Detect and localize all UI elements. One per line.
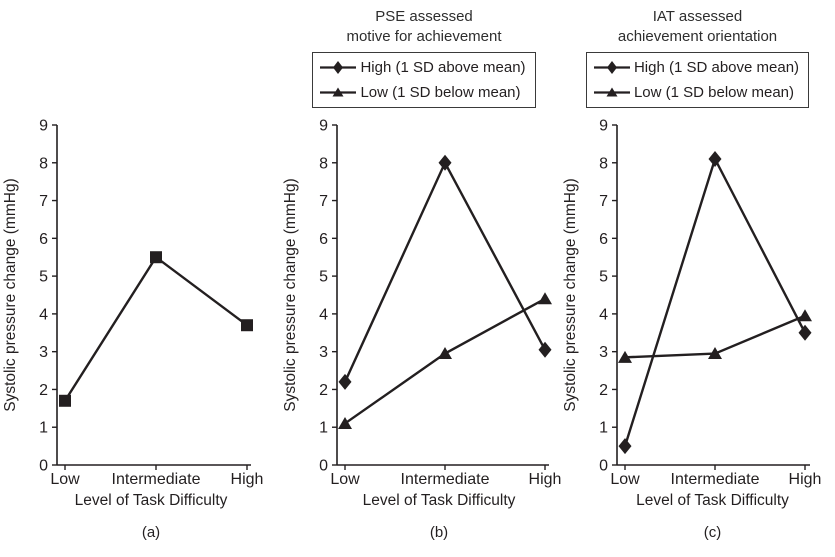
legend-item-low: Low (1 SD below mean): [319, 80, 525, 105]
y-tick-label: 1: [39, 420, 48, 437]
y-tick-label: 9: [599, 118, 608, 135]
y-tick-label: 8: [599, 155, 608, 172]
triangle-marker-icon: [320, 87, 357, 97]
chart-title-line: IAT assessed: [652, 8, 743, 25]
chart-title: IAT assessed achievement orientation: [618, 7, 777, 47]
panel-header-c: IAT assessed achievement orientation High…: [560, 0, 835, 112]
diamond-data-point: [708, 151, 722, 167]
y-tick-label: 2: [599, 382, 608, 399]
legend-label: High (1 SD above mean): [633, 59, 800, 76]
square-data-point: [59, 394, 71, 407]
panel-header-b: PSE assessed motive for achievement High …: [280, 0, 568, 112]
y-tick-label: 7: [319, 193, 328, 210]
legend-item-high: High (1 SD above mean): [319, 55, 526, 80]
x-category-label: Intermediate: [112, 471, 201, 488]
x-category-label: High: [529, 471, 562, 488]
chart-panel-b: PSE assessed motive for achievement High …: [280, 0, 568, 541]
y-tick-label: 6: [599, 231, 608, 248]
chart-title: PSE assessed motive for achievement: [346, 7, 501, 47]
y-tick-label: 1: [319, 420, 328, 437]
y-axis-title: Systolic pressure change (mmHg): [282, 178, 299, 411]
diamond-data-point: [538, 341, 552, 358]
legend-item-low: Low (1 SD below mean): [593, 80, 799, 105]
x-axis-title: Level of Task Difficulty: [636, 492, 789, 509]
legend: High (1 SD above mean) Low (1 SD below me…: [312, 52, 536, 108]
plot-area-b: 0 1 2 3 4 5 6 7 8 9 Low Intermediate High Systolic pr…: [282, 118, 562, 489]
chart-panel-a: 0 1 2 3 4 5 6 7 8 9 Low Intermediate High Systolic pr…: [0, 0, 272, 542]
square-data-point: [241, 319, 253, 332]
y-tick-label: 3: [599, 344, 608, 361]
diamond-data-point: [618, 438, 632, 455]
chart-title-line: motive for achievement: [346, 28, 502, 45]
plot-area-a: 0 1 2 3 4 5 6 7 8 9 Low Intermediate High Systolic pr…: [2, 118, 264, 489]
series-line-high: [623, 155, 807, 447]
y-tick-label: 5: [39, 269, 48, 286]
y-tick-label: 4: [319, 306, 328, 323]
series-line-main: [63, 255, 248, 402]
y-tick-label: 2: [319, 382, 328, 399]
triangle-data-point: [338, 416, 352, 429]
diamond-data-point: [438, 154, 452, 171]
x-category-label: Low: [610, 471, 640, 488]
diamond-marker-icon: [320, 61, 357, 74]
y-tick-label: 9: [39, 118, 48, 135]
y-tick-label: 6: [319, 231, 328, 248]
y-tick-label: 1: [599, 420, 608, 437]
triangle-data-point: [618, 350, 632, 363]
y-tick-label: 9: [319, 118, 328, 135]
triangle-marker-icon: [593, 87, 630, 97]
legend-label: Low (1 SD below mean): [360, 84, 521, 101]
x-axis-title: Level of Task Difficulty: [362, 492, 516, 509]
y-tick-label: 8: [39, 155, 48, 172]
x-category-label: High: [789, 471, 822, 488]
x-category-label: Intermediate: [671, 471, 760, 488]
y-tick-label: 7: [599, 193, 608, 210]
y-tick-label: 5: [599, 269, 608, 286]
y-tick-label: 5: [319, 269, 328, 286]
legend-label: High (1 SD above mean): [360, 59, 526, 76]
x-category-label: Intermediate: [401, 471, 490, 488]
legend-label: Low (1 SD below mean): [633, 84, 795, 101]
y-tick-label: 0: [599, 458, 608, 475]
chart-title-line: achievement orientation: [617, 28, 778, 45]
legend: High (1 SD above mean) Low (1 SD below me…: [585, 52, 810, 108]
x-axis-title: Level of Task Difficulty: [74, 492, 228, 509]
chart-title-line: PSE assessed: [375, 8, 473, 25]
panel-caption: (c): [703, 524, 722, 541]
y-tick-label: 3: [39, 344, 48, 361]
x-category-label: Low: [50, 471, 80, 488]
y-axis-title: Systolic pressure change (mmHg): [562, 178, 579, 411]
triangle-data-point: [538, 292, 552, 305]
chart-panel-c: IAT assessed achievement orientation High…: [560, 0, 835, 541]
plot-area-c: 0 1 2 3 4 5 6 7 8 9 Low Intermediate High Systolic pr…: [562, 118, 822, 489]
triangle-data-point: [438, 347, 452, 360]
triangle-data-point: [708, 347, 722, 360]
y-tick-label: 0: [319, 458, 328, 475]
legend-item-high: High (1 SD above mean): [593, 55, 799, 80]
y-tick-label: 7: [39, 193, 48, 210]
x-category-label: Low: [330, 471, 360, 488]
diamond-data-point: [338, 373, 352, 390]
panel-caption: (a): [141, 524, 161, 541]
y-tick-label: 2: [39, 382, 48, 399]
y-axis-title: Systolic pressure change (mmHg): [2, 178, 19, 411]
y-tick-label: 0: [39, 458, 48, 475]
square-data-point: [150, 251, 162, 264]
panel-caption: (b): [429, 524, 449, 541]
diamond-data-point: [798, 324, 812, 341]
y-tick-label: 4: [39, 306, 48, 323]
y-tick-label: 6: [39, 231, 48, 248]
y-tick-label: 8: [319, 155, 328, 172]
y-tick-label: 3: [319, 344, 328, 361]
diamond-marker-icon: [593, 61, 630, 74]
panel-header-a: [0, 0, 272, 112]
triangle-data-point: [798, 309, 812, 322]
x-category-label: High: [231, 471, 264, 488]
y-tick-label: 4: [599, 306, 608, 323]
